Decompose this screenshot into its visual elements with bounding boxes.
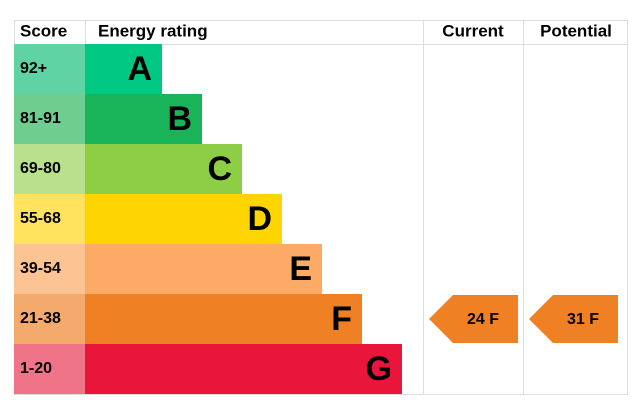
score-label: 1-20 bbox=[20, 360, 52, 377]
rating-bar bbox=[85, 44, 162, 94]
header: Current bbox=[442, 21, 504, 40]
potential-label: 31 F bbox=[567, 311, 599, 328]
rating-letter: D bbox=[247, 200, 272, 238]
rating-letter: C bbox=[207, 150, 232, 188]
score-label: 81-91 bbox=[20, 110, 61, 127]
header: Potential bbox=[540, 21, 612, 40]
score-cell bbox=[14, 344, 85, 394]
score-cell bbox=[14, 244, 85, 294]
score-label: 55-68 bbox=[20, 210, 61, 227]
score-label: 69-80 bbox=[20, 160, 61, 177]
score-cell bbox=[14, 44, 85, 94]
rating-letter: A bbox=[127, 50, 152, 88]
rating-bar bbox=[85, 194, 282, 244]
rating-letter: F bbox=[331, 300, 352, 338]
rating-bar bbox=[85, 244, 322, 294]
current-label: 24 F bbox=[467, 311, 499, 328]
rating-bar bbox=[85, 344, 402, 394]
score-label: 39-54 bbox=[20, 260, 61, 277]
score-cell bbox=[14, 144, 85, 194]
score-label: 92+ bbox=[20, 60, 47, 77]
rating-letter: E bbox=[289, 250, 312, 288]
rating-letter: G bbox=[366, 350, 392, 388]
header: Energy rating bbox=[98, 21, 208, 40]
rating-bar bbox=[85, 94, 202, 144]
potential-arrow bbox=[529, 295, 618, 343]
header: Score bbox=[20, 21, 67, 40]
score-cell bbox=[14, 94, 85, 144]
score-cell bbox=[14, 194, 85, 244]
score-cell bbox=[14, 294, 85, 344]
current-arrow bbox=[429, 295, 518, 343]
rating-bar bbox=[85, 294, 362, 344]
rating-letter: B bbox=[167, 100, 192, 138]
rating-bar bbox=[85, 144, 242, 194]
score-label: 21-38 bbox=[20, 310, 61, 327]
